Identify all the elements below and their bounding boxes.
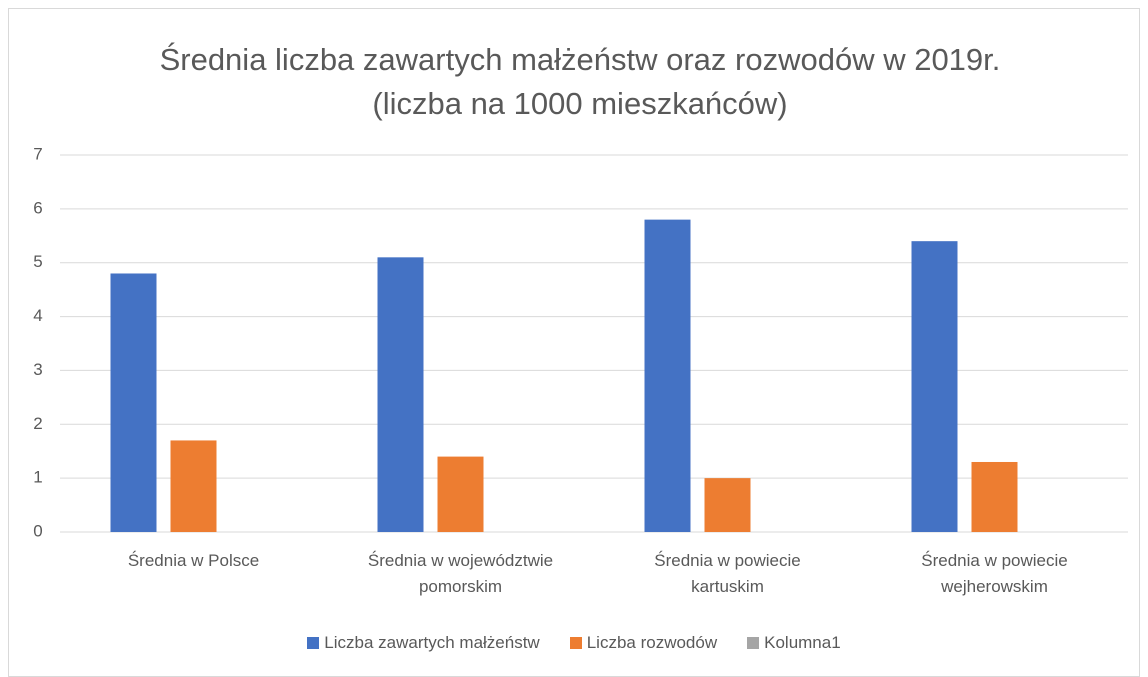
legend-label: Liczba rozwodów <box>586 633 718 652</box>
legend-label: Liczba zawartych małżeństw <box>324 633 540 652</box>
legend-label: Kolumna1 <box>764 633 841 652</box>
y-tick-label: 0 <box>33 521 42 540</box>
y-tick-label: 6 <box>33 198 42 217</box>
x-tick-label: Średnia w Polsce <box>127 551 260 570</box>
y-tick-label: 1 <box>33 468 42 487</box>
bar <box>110 273 157 532</box>
legend-item: Liczba zawartych małżeństw <box>307 633 540 653</box>
bar <box>971 461 1018 532</box>
y-tick-label: 3 <box>33 360 42 379</box>
bar <box>437 456 484 532</box>
legend-item: Kolumna1 <box>747 633 841 653</box>
legend-swatch <box>569 637 582 649</box>
bar <box>644 219 691 532</box>
x-tick-label: Średnia w województwie pomorskim <box>367 551 554 596</box>
y-tick-label: 5 <box>33 252 42 271</box>
legend: Liczba zawartych małżeństw Liczba rozwodó… <box>0 633 1148 653</box>
bar <box>704 478 751 532</box>
x-tick-label: Średnia w powiecie kartuskim <box>654 551 801 596</box>
legend-swatch <box>307 637 320 649</box>
bar <box>911 241 958 532</box>
y-tick-label: 7 <box>33 144 42 163</box>
y-tick-label: 4 <box>33 306 42 325</box>
legend-swatch <box>747 637 760 649</box>
x-tick-label: Średnia w powiecie wejherowskim <box>921 551 1068 596</box>
chart-title: Średnia liczba zawartych małżeństw oraz … <box>159 42 1001 121</box>
bar <box>170 440 217 532</box>
bar <box>377 257 424 532</box>
y-tick-label: 2 <box>33 414 42 433</box>
legend-item: Liczba rozwodów <box>569 633 718 653</box>
